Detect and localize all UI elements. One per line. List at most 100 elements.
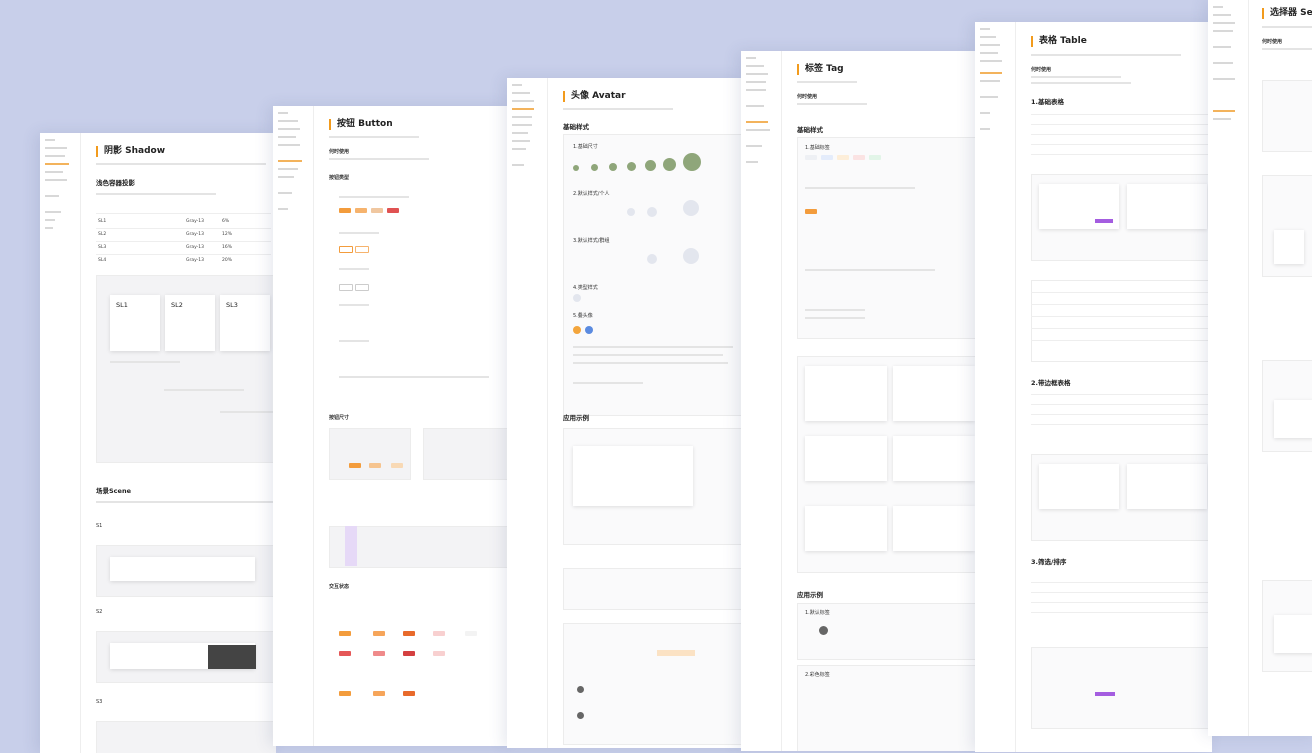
nav-item: [746, 105, 764, 107]
button-sample: [403, 651, 415, 656]
dropdown: [1274, 400, 1312, 438]
tag-sample: [869, 155, 881, 160]
avatar: [645, 160, 656, 171]
cell: Gray-13: [186, 232, 205, 237]
page-title: 选择器 Select: [1262, 8, 1312, 19]
tooltip: [1095, 692, 1115, 696]
text-line: [805, 309, 865, 311]
row-line: [1031, 316, 1211, 317]
example-card: [563, 568, 745, 610]
nav-item: [278, 120, 298, 122]
row-line: [1031, 154, 1211, 155]
item-title: 2.默认样式/个人: [573, 191, 610, 197]
button-sample: [465, 631, 477, 636]
rule-card: [893, 436, 975, 481]
text-line: [805, 269, 935, 271]
button-sample: [355, 284, 369, 291]
cell: 16%: [222, 245, 233, 250]
section-title: 基础样式: [797, 126, 823, 134]
rule-card: [1127, 184, 1207, 229]
text-line: [1031, 82, 1131, 84]
scene-card: [110, 557, 255, 581]
tag-sample: [821, 155, 833, 160]
tag-sample: [837, 155, 849, 160]
nav-item: [278, 176, 294, 178]
item-title: 1.默认标签: [805, 610, 830, 616]
nav-item: [746, 121, 768, 123]
avatar: [663, 158, 676, 171]
nav-item: [1213, 30, 1233, 32]
text-line: [797, 103, 867, 105]
nav-item: [980, 80, 1000, 82]
row-line: [1031, 328, 1211, 329]
nav-item: [278, 208, 288, 210]
cell: Gray-13: [186, 219, 205, 224]
section-title: 按钮尺寸: [329, 415, 350, 421]
rule-card: [893, 506, 975, 551]
nav-item: [45, 155, 65, 157]
button-sample: [369, 463, 381, 468]
row-line: [96, 228, 271, 229]
avatar: [573, 326, 581, 334]
sidebar: [975, 22, 1016, 752]
card-label: SL3: [226, 301, 238, 309]
tag-sample: [805, 209, 817, 214]
cell: 6%: [222, 219, 230, 224]
rule-card: [893, 366, 975, 421]
nav-item: [45, 163, 69, 165]
nav-item: [278, 128, 300, 130]
nav-item: [1213, 62, 1233, 64]
avatar: [573, 294, 581, 302]
shadow-card: [165, 295, 215, 351]
size-preview: [423, 428, 510, 480]
nav-item: [746, 65, 764, 67]
button-sample: [387, 208, 399, 213]
text-line: [573, 382, 643, 384]
example-inner: [573, 446, 693, 506]
avatar: [683, 200, 699, 216]
page-title: 按钮 Button: [329, 119, 393, 130]
text-line: [329, 136, 419, 138]
nav-item: [1213, 110, 1235, 112]
scene-preview: [96, 721, 276, 753]
section-title: 应用示例: [563, 414, 589, 422]
table-header-line: [96, 213, 271, 214]
rule-card: [1039, 464, 1119, 509]
rule-highlight: [345, 526, 357, 566]
text-line: [339, 268, 369, 270]
avatar: [585, 326, 593, 334]
avatar: [591, 164, 598, 171]
tag-sample: [853, 155, 865, 160]
nav-item: [45, 195, 59, 197]
nav-item: [980, 52, 998, 54]
nav-item: [1213, 6, 1223, 8]
cell: SL1: [98, 219, 107, 224]
section-title: 交互状态: [329, 584, 350, 590]
row-line: [1031, 424, 1211, 425]
tooltip: [1095, 219, 1113, 223]
nav-item: [980, 60, 1002, 62]
item-title: 2.彩色标签: [805, 672, 830, 678]
nav-item: [512, 164, 524, 166]
text-line: [1031, 76, 1121, 78]
text-line: [96, 193, 216, 195]
nav-item: [980, 112, 990, 114]
rule-card: [805, 436, 887, 481]
nav-item: [512, 124, 532, 126]
row-line: [1031, 304, 1211, 305]
cell: 20%: [222, 258, 233, 263]
row-line: [1031, 414, 1211, 415]
avatar: [609, 163, 617, 171]
row-line: [1031, 394, 1211, 395]
section-title: 2.带边框表格: [1031, 379, 1071, 387]
avatar: [683, 153, 701, 171]
section-title: 3.筛选/排序: [1031, 558, 1067, 566]
size-preview: [329, 428, 411, 480]
sidebar: [40, 133, 81, 753]
button-sample: [403, 631, 415, 636]
nav-item: [278, 112, 288, 114]
bordered-table: [1031, 280, 1212, 362]
nav-item: [746, 81, 766, 83]
nav-item: [1213, 78, 1235, 80]
sample-area: [563, 134, 745, 416]
